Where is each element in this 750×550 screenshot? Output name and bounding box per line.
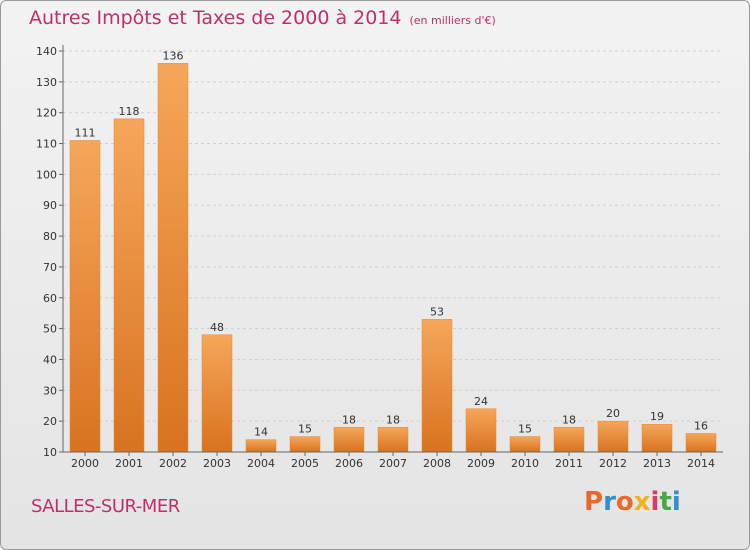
bar-2008 bbox=[421, 319, 453, 453]
bar-2000 bbox=[69, 140, 101, 453]
data-label-2001: 118 bbox=[119, 105, 140, 118]
chart-unit: (en milliers d'€) bbox=[409, 14, 496, 27]
x-tick-label-2014: 2014 bbox=[687, 457, 715, 470]
data-label-2010: 15 bbox=[518, 423, 532, 436]
y-tick-label: 100 bbox=[36, 168, 57, 181]
x-tick-label-2008: 2008 bbox=[423, 457, 451, 470]
data-label-2003: 48 bbox=[210, 321, 224, 334]
proxiti-logo: Proxiti bbox=[584, 487, 681, 517]
bar-2004 bbox=[245, 439, 277, 453]
y-tick-label: 10 bbox=[43, 446, 57, 459]
y-tick-label: 50 bbox=[43, 323, 57, 336]
x-tick-label-2006: 2006 bbox=[335, 457, 363, 470]
chart-title: Autres Impôts et Taxes de 2000 à 2014 (en… bbox=[29, 7, 496, 29]
logo-letter: t bbox=[659, 487, 672, 517]
x-tick-label-2003: 2003 bbox=[203, 457, 231, 470]
chart-title-text: Autres Impôts et Taxes de 2000 à 2014 bbox=[29, 7, 402, 29]
logo-letter: x bbox=[633, 487, 651, 517]
x-tick-label-2005: 2005 bbox=[291, 457, 319, 470]
data-label-2011: 18 bbox=[562, 413, 576, 426]
town-name: SALLES-SUR-MER bbox=[31, 496, 180, 517]
y-tick-label: 120 bbox=[36, 107, 57, 120]
bar-2011 bbox=[553, 427, 585, 453]
data-label-2013: 19 bbox=[650, 410, 664, 423]
logo-letter: i bbox=[650, 487, 660, 517]
y-tick-label: 130 bbox=[36, 76, 57, 89]
data-label-2005: 15 bbox=[298, 423, 312, 436]
bar-2014 bbox=[685, 433, 717, 453]
y-tick-label: 110 bbox=[36, 138, 57, 151]
logo-letter: r bbox=[603, 487, 616, 517]
data-label-2014: 16 bbox=[694, 419, 708, 432]
y-tick-label: 90 bbox=[43, 199, 57, 212]
x-tick-label-2012: 2012 bbox=[599, 457, 627, 470]
bar-2001 bbox=[113, 118, 145, 453]
x-tick-label-2007: 2007 bbox=[379, 457, 407, 470]
bar-2012 bbox=[597, 420, 629, 453]
bar-2003 bbox=[201, 334, 233, 453]
x-tick-label-2010: 2010 bbox=[511, 457, 539, 470]
data-label-2009: 24 bbox=[474, 395, 488, 408]
y-tick-label: 60 bbox=[43, 292, 57, 305]
bar-2006 bbox=[333, 427, 365, 453]
bar-2005 bbox=[289, 436, 321, 453]
bar-2007 bbox=[377, 427, 409, 453]
data-label-2012: 20 bbox=[606, 407, 620, 420]
x-tick-label-2009: 2009 bbox=[467, 457, 495, 470]
x-tick-label-2013: 2013 bbox=[643, 457, 671, 470]
logo-letter: i bbox=[671, 487, 681, 517]
data-label-2007: 18 bbox=[386, 413, 400, 426]
x-tick-label-2002: 2002 bbox=[159, 457, 187, 470]
bar-2009 bbox=[465, 408, 497, 453]
y-tick-label: 70 bbox=[43, 261, 57, 274]
x-tick-label-2001: 2001 bbox=[115, 457, 143, 470]
y-tick-label: 20 bbox=[43, 415, 57, 428]
data-label-2006: 18 bbox=[342, 413, 356, 426]
x-tick-label-2004: 2004 bbox=[247, 457, 275, 470]
data-label-2008: 53 bbox=[430, 305, 444, 318]
y-tick-label: 40 bbox=[43, 353, 57, 366]
y-tick-label: 30 bbox=[43, 384, 57, 397]
data-label-2002: 136 bbox=[163, 49, 184, 62]
bar-2013 bbox=[641, 423, 673, 453]
x-tick-label-2011: 2011 bbox=[555, 457, 583, 470]
bar-2010 bbox=[509, 436, 541, 453]
logo-letter: o bbox=[615, 487, 634, 517]
logo-letter: P bbox=[584, 487, 604, 517]
y-tick-label: 140 bbox=[36, 45, 57, 58]
y-tick-label: 80 bbox=[43, 230, 57, 243]
x-tick-label-2000: 2000 bbox=[71, 457, 99, 470]
data-label-2000: 111 bbox=[75, 126, 96, 139]
bar-2002 bbox=[157, 63, 189, 453]
data-label-2004: 14 bbox=[254, 426, 268, 439]
